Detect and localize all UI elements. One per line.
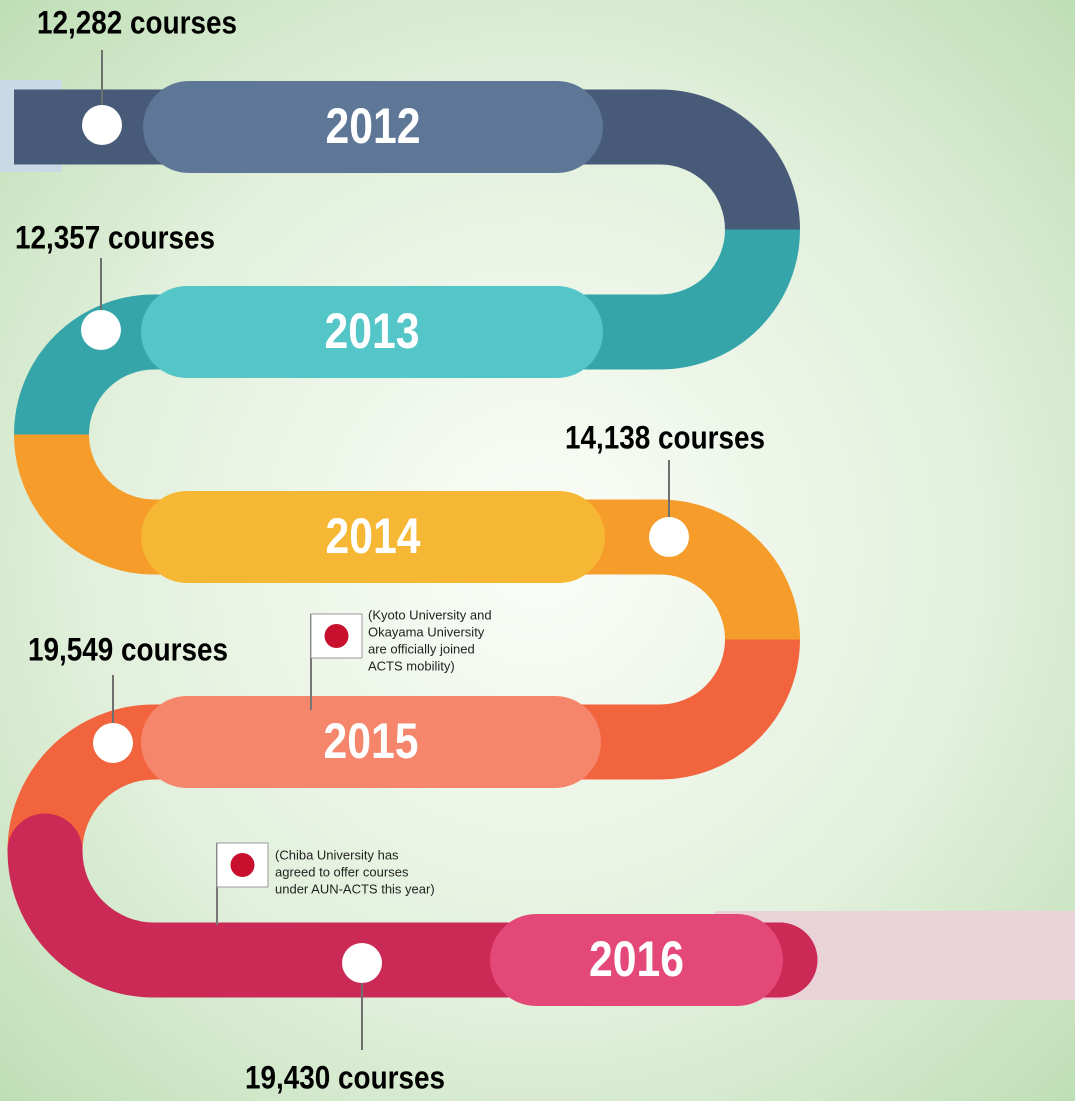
year-pill	[141, 286, 603, 378]
year-label: 2016	[589, 931, 684, 987]
course-count: 19,549 courses	[28, 631, 228, 667]
note-line: ACTS mobility)	[368, 658, 455, 673]
flag-sun	[230, 853, 255, 877]
note-line: Okayama University	[368, 624, 485, 639]
year-label: 2012	[326, 98, 421, 154]
milestone-dot	[81, 310, 121, 350]
note-line: (Kyoto University and	[368, 607, 492, 622]
milestone-dot	[649, 517, 689, 557]
road-segment	[14, 89, 800, 231]
year-pill	[141, 491, 605, 583]
course-count: 12,282 courses	[37, 4, 237, 40]
note-line: are officially joined	[368, 641, 475, 656]
note-line: agreed to offer courses	[275, 864, 409, 879]
course-count: 12,357 courses	[15, 219, 215, 255]
year-label: 2013	[325, 303, 420, 359]
milestone-dot	[342, 943, 382, 983]
flag-sun	[324, 624, 349, 648]
year-pill	[141, 696, 601, 788]
road-segment	[7, 813, 818, 998]
year-pill	[143, 81, 603, 173]
milestone-dot	[82, 105, 122, 145]
year-label: 2015	[324, 713, 419, 769]
milestone-dot	[93, 723, 133, 763]
course-count: 19,430 courses	[245, 1059, 445, 1095]
year-pill	[490, 914, 783, 1006]
course-count: 14,138 courses	[565, 419, 765, 455]
note-line: (Chiba University has	[275, 847, 399, 862]
year-label: 2014	[326, 508, 421, 564]
note-line: under AUN-ACTS this year)	[275, 881, 435, 896]
